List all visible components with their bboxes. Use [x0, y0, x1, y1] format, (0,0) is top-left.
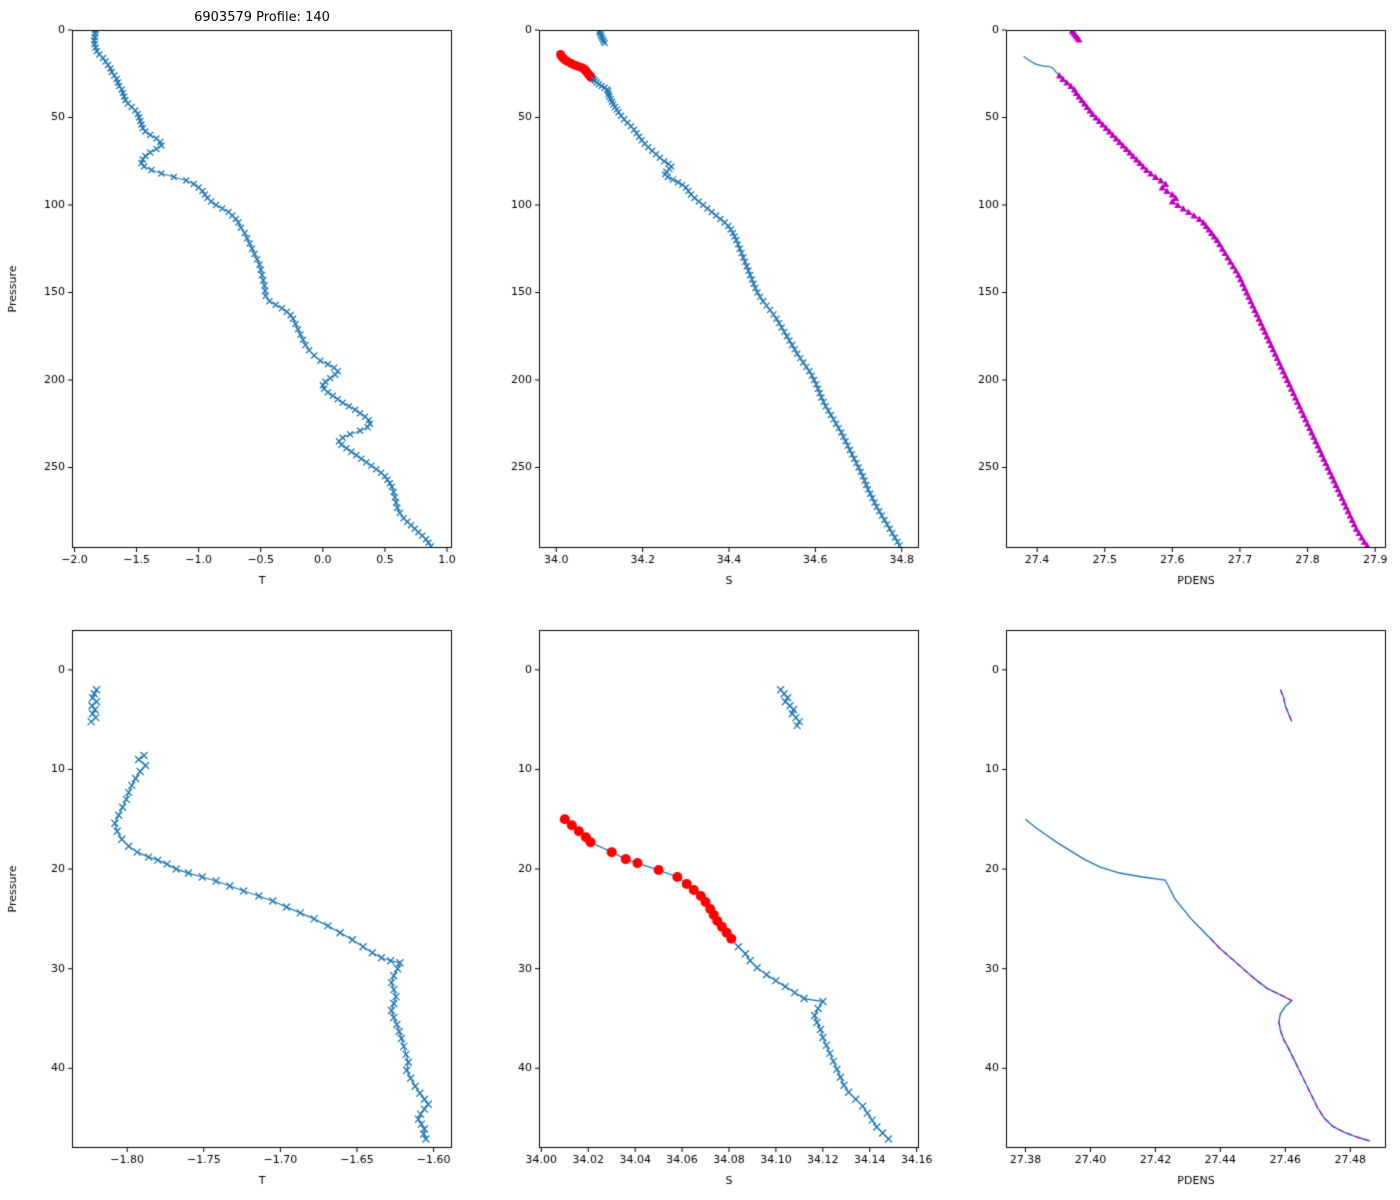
figure-title: 6903579 Profile: 140 [194, 10, 330, 25]
subplot-temperature-full [0, 0, 466, 600]
subplot-salinity-full [467, 0, 933, 600]
subplot-temperature-zoom [0, 600, 466, 1200]
subplot-salinity-zoom [467, 600, 933, 1200]
subplot-pdens-zoom [934, 600, 1400, 1200]
subplot-pdens-full [934, 0, 1400, 600]
